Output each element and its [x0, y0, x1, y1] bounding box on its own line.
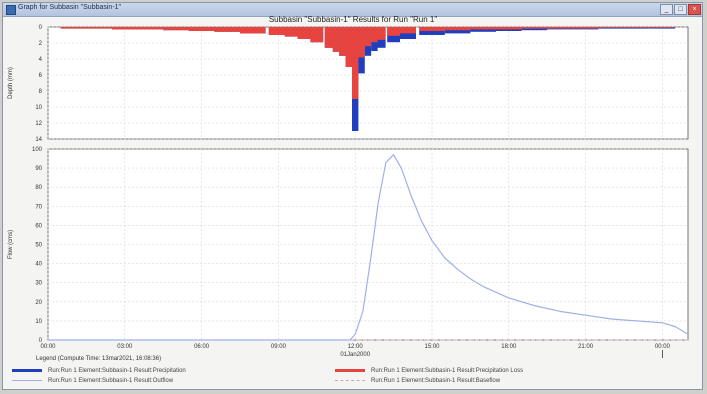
precipitation-loss-bar: [624, 27, 650, 28]
precipitation-loss-bar: [60, 27, 87, 29]
precipitation-loss-bar: [470, 27, 496, 30]
precipitation-loss-bar: [297, 27, 311, 39]
precipitation-loss-bar: [352, 27, 359, 99]
depth-y-axis-label: Depth (mm): [8, 67, 14, 99]
precipitation-loss-bar: [649, 27, 676, 28]
x-date-label: 01Jan2000: [340, 352, 370, 358]
precipitation-loss-bar: [214, 27, 240, 32]
precipitation-loss-bar: [163, 27, 189, 31]
legend-baseflow-swatch: [335, 379, 365, 381]
precipitation-loss-bar: [376, 27, 386, 40]
precipitation-loss-bar: [324, 27, 335, 48]
x-tick-label: 03:00: [117, 344, 133, 350]
precipitation-loss-bar: [444, 27, 471, 31]
flow-y-tick-label: 80: [35, 185, 42, 191]
flow-y-tick-label: 40: [35, 262, 42, 268]
chart-title: Subbasin "Subbasin-1" Results for Run "R…: [269, 15, 438, 24]
app-icon: [6, 5, 16, 15]
legend-outflow-label: Run:Run 1 Element:Subbasin-1 Result:Outf…: [48, 378, 174, 384]
flow-y-axis-label: Flow (cms): [8, 230, 14, 259]
legend-precip-loss-label: Run:Run 1 Element:Subbasin-1 Result:Prec…: [371, 368, 524, 374]
x-tick-label: 00:00: [655, 344, 671, 350]
precipitation-loss-bar: [371, 27, 378, 43]
outflow-line: [48, 154, 689, 341]
depth-y-tick-label: 14: [35, 137, 42, 143]
flow-y-tick-label: 90: [35, 166, 42, 172]
x-tick-label: 12:00: [348, 344, 364, 350]
legend-precipitation: Run:Run 1 Element:Subbasin-1 Result:Prec…: [12, 367, 186, 375]
precipitation-loss-bar: [240, 27, 266, 34]
flow-y-tick-label: 0: [39, 338, 43, 344]
precipitation-loss-bar: [396, 27, 416, 34]
flow-y-tick-label: 50: [35, 243, 42, 249]
precipitation-loss-bar: [358, 27, 365, 58]
flow-y-tick-label: 20: [35, 300, 42, 306]
x-tick-label: 09:00: [271, 344, 287, 350]
legend-baseflow-label: Run:Run 1 Element:Subbasin-1 Result:Base…: [371, 378, 501, 384]
minimize-button[interactable]: _: [660, 4, 673, 15]
legend-compute-time: Legend (Compute Time: 13mar2021, 16:08:3…: [36, 356, 162, 362]
depth-y-tick-label: 6: [39, 73, 43, 79]
depth-y-tick-label: 10: [35, 105, 42, 111]
precipitation-loss-bar: [419, 27, 445, 31]
precipitation-loss-bar: [268, 27, 288, 35]
precipitation-loss-bar: [496, 27, 522, 30]
flow-y-tick-label: 100: [32, 147, 43, 153]
x-tick-label: 18:00: [501, 344, 517, 350]
maximize-button[interactable]: □: [674, 4, 687, 15]
depth-y-tick-label: 12: [35, 121, 42, 127]
precipitation-loss-bar: [364, 27, 372, 47]
flow-y-tick-label: 30: [35, 281, 42, 287]
precipitation-loss-bar: [547, 27, 573, 29]
depth-y-tick-label: 0: [39, 25, 43, 31]
legend-outflow: Run:Run 1 Element:Subbasin-1 Result:Outf…: [12, 377, 173, 385]
precipitation-loss-bar: [598, 27, 624, 28]
precipitation-loss-bar: [572, 27, 599, 29]
precipitation-loss-bar: [284, 27, 298, 37]
precipitation-loss-bar: [86, 27, 112, 29]
precipitation-loss-bar: [521, 27, 548, 29]
depth-y-tick-label: 2: [39, 41, 43, 47]
precipitation-loss-bar: [339, 27, 346, 56]
window-titlebar[interactable]: Graph for Subbasin "Subbasin-1" _ □ ×: [3, 3, 702, 17]
precipitation-loss-bar: [387, 27, 400, 36]
x-tick-label: 06:00: [194, 344, 210, 350]
depth-y-tick-label: 8: [39, 89, 43, 95]
flow-y-tick-label: 70: [35, 204, 42, 210]
legend-precip-loss: Run:Run 1 Element:Subbasin-1 Result:Prec…: [335, 367, 523, 375]
precipitation-loss-bar: [332, 27, 340, 52]
flow-y-tick-label: 10: [35, 319, 42, 325]
depth-y-tick-label: 4: [39, 57, 43, 63]
legend-baseflow: Run:Run 1 Element:Subbasin-1 Result:Base…: [335, 377, 500, 385]
legend-outflow-swatch: [12, 379, 42, 381]
precipitation-loss-bar: [310, 27, 324, 43]
precipitation-loss-bar: [137, 27, 164, 30]
legend-precipitation-label: Run:Run 1 Element:Subbasin-1 Result:Prec…: [48, 368, 186, 374]
close-button[interactable]: ×: [688, 4, 701, 15]
x-tick-label: 15:00: [424, 344, 440, 350]
legend-precip-loss-swatch: [335, 368, 365, 372]
precipitation-loss-bar: [188, 27, 215, 31]
legend-precipitation-swatch: [12, 368, 42, 372]
window-title: Graph for Subbasin "Subbasin-1": [18, 4, 122, 11]
precipitation-loss-bar: [112, 27, 138, 30]
x-tick-label: 00:00: [40, 344, 56, 350]
precipitation-loss-bar: [345, 27, 352, 67]
flow-y-tick-label: 60: [35, 223, 42, 229]
x-tick-label: 21:00: [578, 344, 594, 350]
